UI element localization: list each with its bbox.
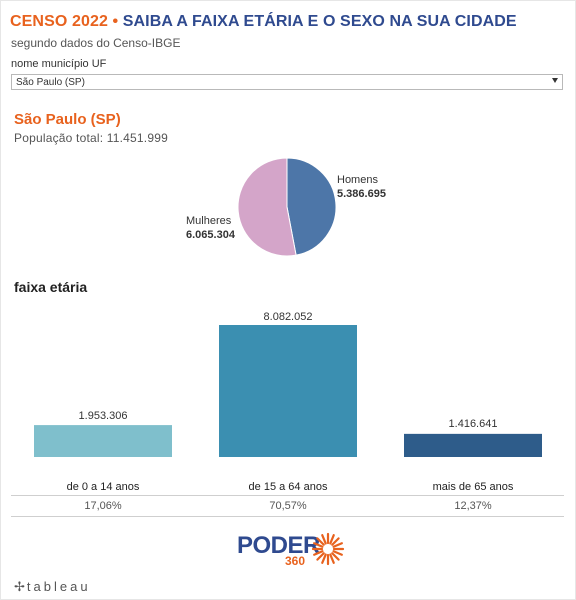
bar[interactable] <box>34 425 172 457</box>
pie-label-homens-value: 5.386.695 <box>337 188 386 200</box>
logo-word: PODER <box>237 532 320 559</box>
pie-label-homens-name: Homens <box>337 174 378 186</box>
bar[interactable] <box>219 325 357 457</box>
pie-label-mulheres-value: 6.065.304 <box>186 229 235 241</box>
table-divider <box>11 516 564 517</box>
pie-label-homens: Homens 5.386.695 <box>337 173 386 201</box>
population-total: População total: 11.451.999 <box>14 131 168 145</box>
logo-number: 360 <box>285 554 306 568</box>
title-census: CENSO 2022 • <box>10 13 119 30</box>
pie-label-mulheres-name: Mulheres <box>186 215 232 227</box>
table-divider <box>11 495 564 496</box>
tableau-logo[interactable]: ✢ tableau <box>14 579 91 595</box>
percent-label: 12,37% <box>454 500 492 512</box>
sunburst-icon <box>311 532 345 566</box>
age-chart-title: faixa etária <box>14 279 88 295</box>
percent-label: 70,57% <box>269 500 307 512</box>
percent-label: 17,06% <box>84 500 122 512</box>
tableau-wordmark: tableau <box>26 579 91 594</box>
category-label: mais de 65 anos <box>432 481 514 493</box>
municipio-select[interactable]: São Paulo (SP) <box>11 74 563 90</box>
bar-value-label: 1.953.306 <box>78 410 128 422</box>
page-title: CENSO 2022 • SAIBA A FAIXA ETÁRIA E O SE… <box>10 13 517 31</box>
poder360-logo: PODER 360 <box>237 532 345 568</box>
bar[interactable] <box>404 433 542 457</box>
municipio-select-value: São Paulo (SP) <box>16 77 85 88</box>
pie-label-mulheres: Mulheres 6.065.304 <box>186 214 235 242</box>
tableau-icon: ✢ <box>14 579 25 594</box>
bar-value-label: 1.416.641 <box>448 418 498 430</box>
category-label: de 0 a 14 anos <box>66 481 140 493</box>
title-main: SAIBA A FAIXA ETÁRIA E O SEXO NA SUA CID… <box>122 13 517 30</box>
page-subtitle: segundo dados do Censo-IBGE <box>11 36 181 50</box>
bar-value-label: 8.082.052 <box>263 311 313 323</box>
city-name: São Paulo (SP) <box>14 111 121 128</box>
category-label: de 15 a 64 anos <box>248 481 328 493</box>
filter-label: nome município UF <box>11 58 107 70</box>
pie-slice-mulheres[interactable] <box>237 157 297 257</box>
pie-slice-homens[interactable] <box>286 157 337 256</box>
chevron-down-icon[interactable] <box>552 78 558 83</box>
